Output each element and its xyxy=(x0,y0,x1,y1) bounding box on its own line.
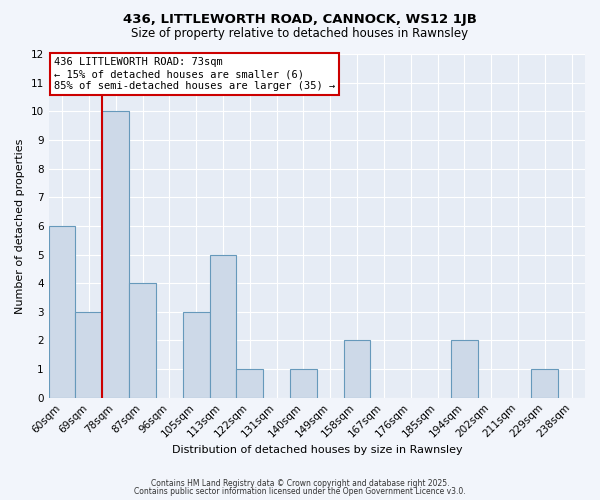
Bar xyxy=(344,340,370,398)
Bar xyxy=(103,112,129,398)
Bar xyxy=(236,369,263,398)
Bar xyxy=(129,283,156,398)
Bar xyxy=(76,312,103,398)
Bar xyxy=(451,340,478,398)
Bar xyxy=(209,254,236,398)
X-axis label: Distribution of detached houses by size in Rawnsley: Distribution of detached houses by size … xyxy=(172,445,462,455)
Bar xyxy=(532,369,558,398)
Text: Size of property relative to detached houses in Rawnsley: Size of property relative to detached ho… xyxy=(131,28,469,40)
Bar xyxy=(183,312,209,398)
Bar xyxy=(49,226,76,398)
Text: 436 LITTLEWORTH ROAD: 73sqm
← 15% of detached houses are smaller (6)
85% of semi: 436 LITTLEWORTH ROAD: 73sqm ← 15% of det… xyxy=(54,58,335,90)
Bar xyxy=(290,369,317,398)
Text: Contains public sector information licensed under the Open Government Licence v3: Contains public sector information licen… xyxy=(134,487,466,496)
Y-axis label: Number of detached properties: Number of detached properties xyxy=(15,138,25,314)
Text: Contains HM Land Registry data © Crown copyright and database right 2025.: Contains HM Land Registry data © Crown c… xyxy=(151,478,449,488)
Text: 436, LITTLEWORTH ROAD, CANNOCK, WS12 1JB: 436, LITTLEWORTH ROAD, CANNOCK, WS12 1JB xyxy=(123,12,477,26)
